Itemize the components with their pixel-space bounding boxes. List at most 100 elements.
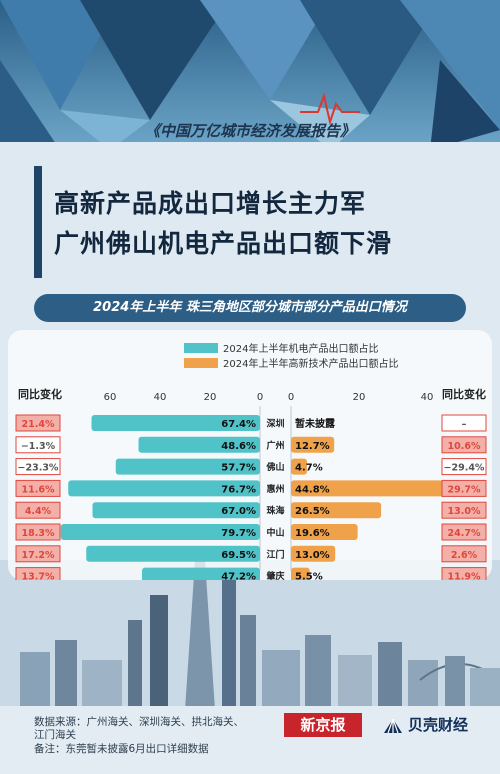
- hightech-bar: [291, 567, 310, 580]
- yoy-box-electromech: [15, 458, 61, 476]
- beike-caijing-logo: 贝壳财经: [382, 713, 468, 737]
- hightech-bar: [291, 502, 382, 519]
- yoy-value-electromech: 17.2%: [22, 550, 55, 561]
- city-label: 佛山: [265, 461, 284, 473]
- hightech-value-label: 暂未披露: [295, 417, 336, 430]
- yoy-box-hightech: [441, 501, 487, 519]
- right-axis-tick: 0: [288, 392, 294, 403]
- electromech-value-label: 47.2%: [221, 572, 256, 580]
- electromech-bar: [91, 415, 260, 431]
- yoy-box-hightech: [441, 414, 487, 432]
- hightech-value-label: 44.8%: [295, 484, 330, 495]
- source-line-1: 数据来源：广州海关、深圳海关、拱北海关、: [34, 716, 244, 728]
- legend-label-hightech: 2024年上半年高新技术产品出口额占比: [223, 357, 398, 370]
- yoy-value-electromech: −1.3%: [21, 441, 56, 452]
- electromech-bar: [115, 458, 260, 475]
- yoy-box-hightech: [441, 479, 487, 497]
- hightech-value-label: 19.6%: [295, 528, 330, 539]
- hightech-bar: [291, 458, 307, 475]
- yoy-value-electromech: 11.6%: [22, 484, 55, 495]
- hightech-bar: [291, 436, 335, 453]
- city-label: 中山: [266, 527, 284, 539]
- yoy-value-hightech: 2.6%: [451, 550, 478, 561]
- yoy-box-electromech: [15, 479, 61, 497]
- shell-icon: [384, 718, 402, 733]
- left-axis-tick: 60: [104, 392, 117, 403]
- electromech-bar: [86, 545, 260, 562]
- yoy-box-electromech: [15, 501, 61, 519]
- left-axis-tick: 20: [204, 392, 217, 403]
- electromech-value-label: 79.7%: [221, 528, 256, 539]
- headline-line-1: 高新产品成出口增长主力军: [54, 189, 367, 218]
- footer: 数据来源：广州海关、深圳海关、拱北海关、 江门海关 备注：东莞暂未披露6月出口详…: [0, 706, 500, 774]
- yoy-box-electromech: [15, 436, 61, 454]
- electromech-value-label: 48.6%: [221, 441, 256, 452]
- electromech-bar: [60, 524, 260, 540]
- hightech-bar: [291, 524, 358, 540]
- hightech-bar: [291, 480, 444, 497]
- city-skyline: [0, 560, 500, 710]
- yoy-value-hightech: 13.0%: [448, 506, 481, 517]
- left-axis-tick: 40: [154, 392, 167, 403]
- electromech-bar: [142, 567, 260, 580]
- yoy-header-left: 同比变化: [18, 387, 62, 401]
- yoy-box-electromech: [15, 523, 61, 541]
- header-background: [0, 0, 500, 150]
- beike-caijing-label: 贝壳财经: [408, 716, 469, 734]
- yoy-box-hightech: [441, 436, 487, 454]
- yoy-box-hightech: [441, 545, 487, 563]
- yoy-value-electromech: 4.4%: [25, 506, 52, 517]
- yoy-value-electromech: 13.7%: [22, 572, 55, 580]
- legend-label-electromech: 2024年上半年机电产品出口额占比: [223, 342, 378, 355]
- electromech-value-label: 67.0%: [221, 506, 256, 517]
- yoy-value-hightech: 10.6%: [448, 441, 481, 452]
- yoy-value-hightech: –: [462, 419, 467, 430]
- yoy-box-hightech: [441, 523, 487, 541]
- yoy-box-electromech: [15, 567, 61, 580]
- electromech-bar: [92, 502, 260, 519]
- city-label: 江门: [266, 548, 284, 560]
- hightech-bar: [291, 545, 336, 562]
- city-label: 肇庆: [266, 570, 284, 580]
- footnote: 备注：东莞暂未披露6月出口详细数据: [34, 743, 209, 755]
- city-label: 惠州: [266, 483, 284, 495]
- right-axis-tick: 40: [421, 392, 434, 403]
- yoy-box-electromech: [15, 545, 61, 563]
- electromech-bar: [138, 436, 260, 453]
- legend-swatch-electromech: [184, 343, 218, 353]
- electromech-value-label: 69.5%: [221, 550, 256, 561]
- yoy-box-hightech: [441, 567, 487, 580]
- chart-banner: 2024年上半年 珠三角地区部分城市部分产品出口情况: [34, 294, 466, 322]
- yoy-value-electromech: −23.3%: [18, 463, 59, 474]
- xinjingbao-logo: 新京报: [284, 713, 362, 737]
- yoy-header-right: 同比变化: [442, 387, 486, 401]
- hightech-value-label: 12.7%: [295, 441, 330, 452]
- hightech-value-label: 4.7%: [295, 463, 323, 474]
- yoy-value-hightech: 29.7%: [448, 484, 481, 495]
- city-label: 珠海: [266, 505, 284, 517]
- yoy-value-hightech: 11.9%: [448, 572, 481, 580]
- yoy-box-hightech: [441, 458, 487, 476]
- electromech-value-label: 67.4%: [221, 419, 256, 430]
- yoy-value-hightech: 24.7%: [448, 528, 481, 539]
- hightech-value-label: 5.5%: [295, 572, 323, 580]
- legend-swatch-hightech: [184, 358, 218, 368]
- mirrored-bar-chart: 2024年上半年机电产品出口额占比 2024年上半年高新技术产品出口额占比同比变化…: [15, 342, 487, 580]
- electromech-value-label: 76.7%: [221, 484, 256, 495]
- hightech-value-label: 26.5%: [295, 506, 330, 517]
- source-line-2: 江门海关: [34, 729, 76, 741]
- electromech-bar: [68, 480, 260, 497]
- yoy-value-electromech: 21.4%: [22, 419, 55, 430]
- hightech-value-label: 13.0%: [295, 550, 330, 561]
- chart-panel: 2024年上半年机电产品出口额占比 2024年上半年高新技术产品出口额占比同比变化…: [8, 330, 492, 580]
- right-axis-tick: 20: [353, 392, 366, 403]
- city-label: 深圳: [266, 418, 284, 430]
- yoy-box-electromech: [15, 414, 61, 432]
- left-axis-tick: 0: [257, 392, 263, 403]
- report-title: 《中国万亿城市经济发展报告》: [144, 122, 355, 140]
- headline-accent-bar: [34, 166, 42, 278]
- headline-block: 高新产品成出口增长主力军 广州佛山机电产品出口额下滑: [34, 166, 474, 278]
- headline-line-2: 广州佛山机电产品出口额下滑: [54, 229, 393, 258]
- yoy-value-electromech: 18.3%: [22, 528, 55, 539]
- yoy-value-hightech: −29.4%: [444, 463, 485, 474]
